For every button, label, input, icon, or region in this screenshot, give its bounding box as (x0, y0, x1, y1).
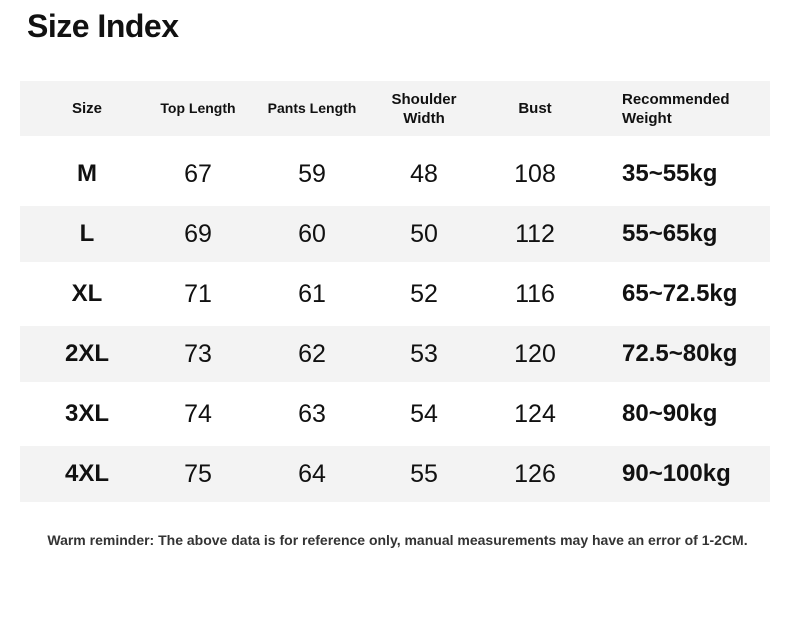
cell-bust: 126 (514, 459, 556, 488)
cell-recommended-weight: 55~65kg (622, 220, 718, 247)
cell-recommended-weight: 35~55kg (622, 160, 718, 187)
header-pants-length: Pants Length (267, 100, 357, 116)
cell-recommended-weight: 72.5~80kg (622, 340, 738, 367)
cell-shoulder-width: 48 (410, 159, 438, 188)
header-size: Size (71, 100, 103, 117)
table-row: 2XL 73 62 53 120 72.5~80kg (20, 326, 770, 382)
cell-size: 3XL (64, 400, 110, 427)
table-row: L 69 60 50 112 55~65kg (20, 206, 770, 262)
cell-shoulder-width: 50 (410, 219, 438, 248)
cell-bust: 108 (514, 159, 556, 188)
cell-top-length: 75 (184, 459, 212, 488)
cell-shoulder-width: 52 (410, 279, 438, 308)
cell-shoulder-width: 54 (410, 399, 438, 428)
cell-bust: 116 (515, 279, 555, 308)
cell-pants-length: 59 (298, 159, 326, 188)
cell-recommended-weight: 80~90kg (622, 400, 718, 427)
cell-shoulder-width: 53 (410, 339, 438, 368)
cell-bust: 124 (514, 399, 556, 428)
cell-size: 4XL (64, 460, 110, 487)
table-row: 4XL 75 64 55 126 90~100kg (20, 446, 770, 502)
cell-top-length: 73 (184, 339, 212, 368)
cell-size: 2XL (64, 340, 110, 367)
cell-top-length: 69 (184, 219, 212, 248)
cell-top-length: 67 (184, 159, 212, 188)
cell-bust: 120 (514, 339, 556, 368)
header-shoulder-width: Shoulder Width (391, 90, 457, 127)
table-row: M 67 59 48 108 35~55kg (20, 146, 770, 202)
table-row: 3XL 74 63 54 124 80~90kg (20, 386, 770, 442)
cell-size: M (77, 160, 97, 187)
cell-shoulder-width: 55 (410, 459, 438, 488)
cell-bust: 112 (515, 219, 555, 248)
cell-pants-length: 62 (298, 339, 326, 368)
cell-size: XL (71, 280, 103, 307)
cell-size: L (79, 220, 95, 247)
cell-recommended-weight: 65~72.5kg (622, 280, 738, 307)
page-title: Size Index (27, 8, 179, 44)
cell-recommended-weight: 90~100kg (622, 460, 731, 487)
cell-top-length: 71 (184, 279, 212, 308)
table-header: Size Top Length Pants Length Shoulder Wi… (20, 81, 770, 136)
cell-pants-length: 63 (298, 399, 326, 428)
header-top-length: Top Length (160, 100, 236, 116)
header-recommended-weight: Recommended Weight (622, 90, 730, 127)
cell-pants-length: 61 (298, 279, 326, 308)
cell-pants-length: 60 (298, 219, 326, 248)
warm-reminder-note: Warm reminder: The above data is for ref… (47, 532, 748, 548)
table-row: XL 71 61 52 116 65~72.5kg (20, 266, 770, 322)
cell-pants-length: 64 (298, 459, 326, 488)
cell-top-length: 74 (184, 399, 212, 428)
header-bust: Bust (518, 100, 552, 117)
